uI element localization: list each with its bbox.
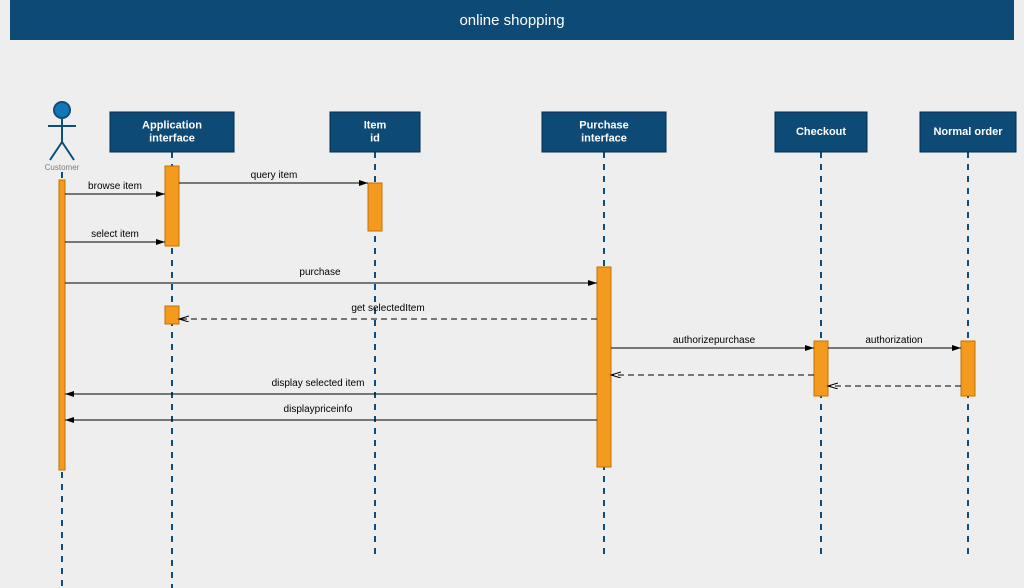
lifeline-header-text-item-0: Item (364, 119, 387, 131)
activation-purchase-3 (597, 267, 611, 467)
message-label-1: query item (251, 170, 298, 181)
lifeline-header-text-normal-0: Normal order (933, 126, 1003, 138)
activation-item-2 (368, 183, 382, 231)
lifeline-header-purchase: Purchaseinterface (542, 112, 666, 152)
lifeline-header-text-purchase-0: Purchase (579, 119, 629, 131)
lifeline-header-text-purchase-1: interface (581, 132, 627, 144)
activation-normal-6 (961, 341, 975, 396)
message-label-5: authorizepurchase (673, 335, 756, 346)
lifeline-header-text-app-1: interface (149, 132, 195, 144)
actor-customer: Customer (45, 102, 80, 172)
message-label-2: select item (91, 229, 139, 240)
message-label-3: purchase (299, 267, 341, 278)
activation-app-1 (165, 166, 179, 246)
lifeline-header-normal: Normal order (920, 112, 1016, 152)
message-label-0: browse item (88, 181, 142, 192)
message-label-10: displaypriceinfo (284, 404, 353, 415)
sequence-diagram: Customer browse item query item select item… (0, 0, 1024, 588)
activation-app-4 (165, 306, 179, 324)
lifeline-header-text-checkout-0: Checkout (796, 126, 846, 138)
lifeline-header-text-app-0: Application (142, 119, 202, 131)
message-label-9: display selected item (272, 378, 365, 389)
lifeline-header-item: Itemid (330, 112, 420, 152)
message-label-6: authorization (865, 335, 922, 346)
lifeline-header-checkout: Checkout (775, 112, 867, 152)
message-label-4: get selectedItem (351, 303, 424, 314)
activation-checkout-5 (814, 341, 828, 396)
activation-actor-0 (59, 180, 65, 470)
lifeline-header-app: Applicationinterface (110, 112, 234, 152)
lifeline-header-text-item-1: id (370, 132, 380, 144)
actor-label: Customer (45, 163, 80, 172)
